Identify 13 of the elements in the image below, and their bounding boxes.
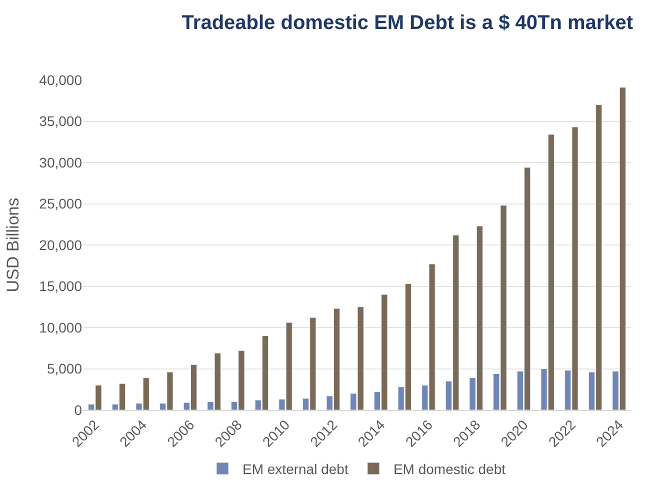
chart-title: Tradeable domestic EM Debt is a $ 40Tn market — [182, 12, 634, 34]
y-tick-label: 0 — [74, 402, 82, 418]
y-tick-label: 25,000 — [39, 196, 82, 212]
y-axis-title: USD Billions — [4, 198, 23, 292]
legend-label: EM domestic debt — [393, 460, 506, 477]
y-tick-label: 15,000 — [39, 278, 82, 294]
legend-label: EM external debt — [242, 460, 348, 477]
y-tick-label: 5,000 — [46, 360, 82, 377]
y-tick-label: 20,000 — [39, 236, 82, 253]
y-tick-label: 40,000 — [39, 72, 82, 88]
y-tick-label: 30,000 — [39, 154, 82, 170]
y-tick-label: 35,000 — [39, 113, 82, 130]
y-tick-label: 10,000 — [39, 319, 82, 336]
